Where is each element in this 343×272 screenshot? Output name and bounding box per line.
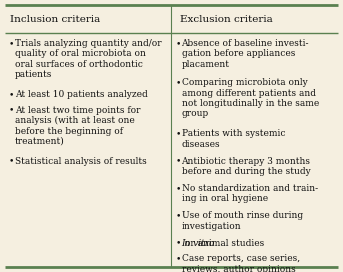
Text: •: • [9, 157, 14, 166]
Text: Inclusion criteria: Inclusion criteria [10, 14, 100, 23]
Text: At least two time points for
analysis (with at least one
before the beginning of: At least two time points for analysis (w… [15, 106, 141, 146]
Text: Antibiotic therapy 3 months
before and during the study: Antibiotic therapy 3 months before and d… [181, 157, 310, 176]
Text: No standardization and train-
ing in oral hygiene: No standardization and train- ing in ora… [181, 184, 318, 203]
Text: •: • [9, 106, 14, 115]
Text: At least 10 patients analyzed: At least 10 patients analyzed [15, 90, 148, 99]
Text: Exclusion criteria: Exclusion criteria [179, 14, 272, 23]
Text: Use of mouth rinse during
investigation: Use of mouth rinse during investigation [181, 211, 303, 231]
Text: Statistical analysis of results: Statistical analysis of results [15, 157, 147, 166]
Text: In vitro: In vitro [181, 239, 215, 248]
Text: •: • [176, 157, 181, 166]
Text: •: • [176, 184, 181, 193]
Text: •: • [176, 239, 181, 248]
Text: Patients with systemic
diseases: Patients with systemic diseases [181, 129, 285, 149]
Text: •: • [176, 78, 181, 87]
Text: Case reports, case series,
reviews, author opinions: Case reports, case series, reviews, auth… [181, 254, 300, 272]
Text: •: • [9, 39, 14, 48]
Text: Trials analyzing quantity and/or
quality of oral microbiota on
oral surfaces of : Trials analyzing quantity and/or quality… [15, 39, 162, 79]
Text: •: • [176, 211, 181, 220]
Text: •: • [9, 90, 14, 99]
Text: or animal studies: or animal studies [181, 239, 264, 248]
Text: •: • [176, 129, 181, 138]
Text: Absence of baseline investi-
gation before appliances
placament: Absence of baseline investi- gation befo… [181, 39, 309, 69]
Text: •: • [176, 39, 181, 48]
Text: •: • [176, 254, 181, 263]
Text: Comparing microbiota only
among different patients and
not longitudinally in the: Comparing microbiota only among differen… [181, 78, 319, 118]
